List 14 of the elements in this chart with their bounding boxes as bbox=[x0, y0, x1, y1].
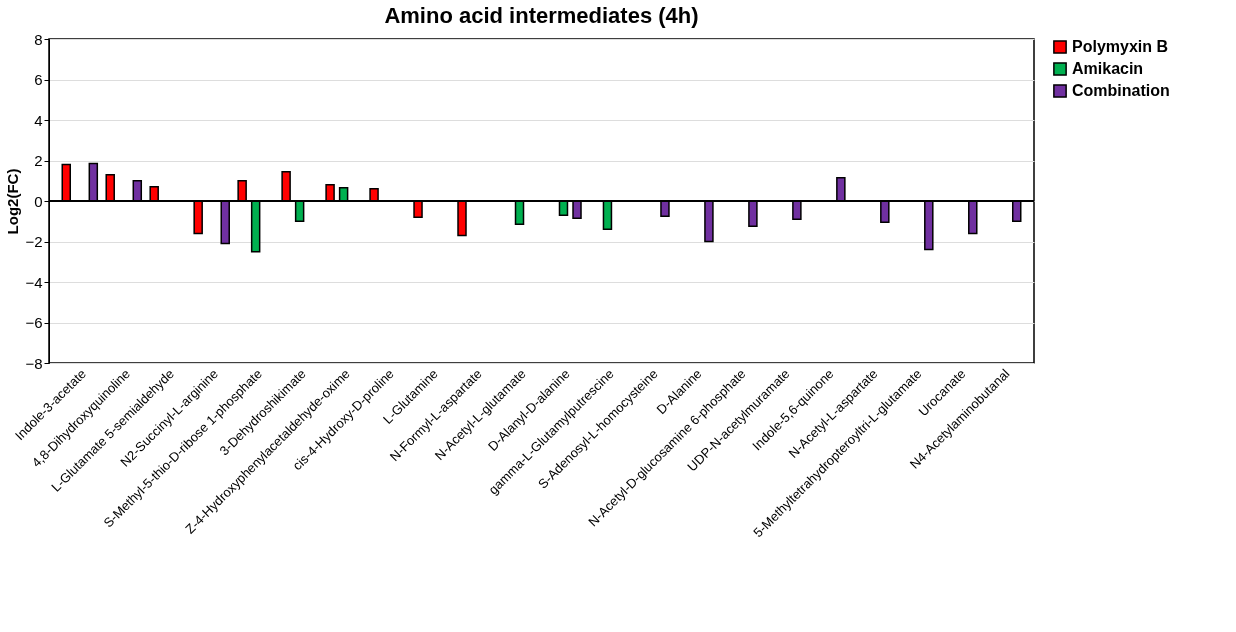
y-tick-label: 8 bbox=[34, 30, 43, 48]
y-tick-label: −4 bbox=[25, 273, 43, 291]
y-tick-label: −6 bbox=[25, 314, 43, 331]
y-tick-label: −8 bbox=[25, 354, 43, 372]
y-tick-label: 6 bbox=[34, 71, 43, 88]
y-tick-label: 4 bbox=[34, 111, 43, 129]
y-tick-label: 0 bbox=[34, 192, 43, 210]
legend-label: Combination bbox=[1072, 82, 1170, 99]
legend-label: Amikacin bbox=[1072, 60, 1144, 77]
y-tick-label: 2 bbox=[34, 152, 43, 169]
y-axis-title: Log2(FC) bbox=[4, 168, 22, 235]
y-tick-label: −2 bbox=[25, 233, 43, 250]
legend-label: Polymyxin B bbox=[1072, 38, 1169, 55]
chart-title: Amino acid intermediates (4h) bbox=[384, 3, 699, 28]
